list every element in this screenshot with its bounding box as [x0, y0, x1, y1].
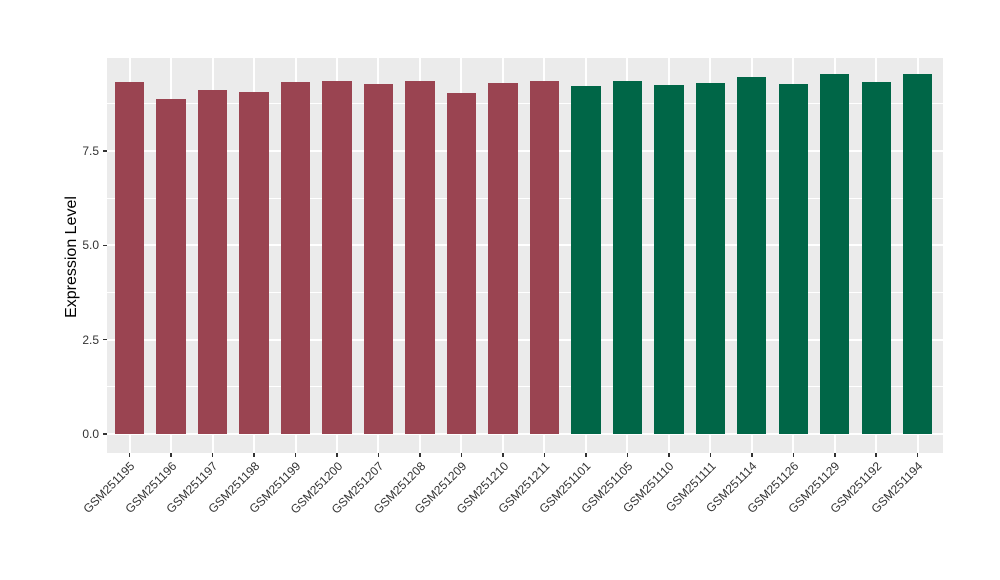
- bar-GSM251129: [820, 74, 850, 434]
- bar-GSM251194: [903, 74, 933, 434]
- x-tick-mark: [834, 453, 836, 457]
- bar-GSM251210: [488, 83, 518, 434]
- bar-GSM251111: [695, 83, 725, 434]
- y-tick-mark: [103, 433, 107, 435]
- bar-GSM251114: [737, 76, 767, 434]
- x-tick-mark: [792, 453, 795, 457]
- bar-GSM251197: [197, 89, 228, 434]
- x-tick-mark: [751, 453, 753, 457]
- bar-GSM251211: [529, 80, 560, 434]
- bar-GSM251110: [654, 85, 684, 434]
- bar-GSM251105: [612, 80, 643, 434]
- y-tick-label: 5.0: [82, 238, 99, 253]
- x-tick-mark: [502, 453, 504, 457]
- bar-GSM251199: [280, 82, 311, 434]
- minor-gridline: [107, 292, 943, 294]
- x-tick-mark: [543, 453, 546, 457]
- x-tick-mark: [377, 453, 380, 457]
- major-gridline: [107, 244, 943, 247]
- x-tick-mark: [668, 453, 670, 457]
- y-tick-label: 7.5: [82, 144, 99, 159]
- bar-GSM251207: [363, 84, 394, 434]
- plot-panel: [107, 58, 943, 453]
- y-tick-label: 2.5: [82, 332, 99, 347]
- major-gridline: [107, 150, 943, 153]
- x-tick-mark: [875, 453, 877, 457]
- y-tick-mark: [103, 150, 107, 152]
- minor-gridline: [107, 103, 943, 105]
- bar-GSM251200: [322, 80, 352, 434]
- major-gridline: [107, 433, 943, 435]
- x-tick-mark: [211, 453, 214, 457]
- x-tick-mark: [916, 453, 919, 457]
- x-tick-mark: [294, 453, 297, 457]
- bar-GSM251209: [446, 93, 477, 434]
- x-tick-mark: [253, 453, 255, 457]
- bar-GSM251192: [861, 81, 891, 434]
- y-tick-label: 0.0: [82, 427, 99, 441]
- y-tick-mark: [103, 244, 107, 247]
- minor-gridline: [107, 386, 943, 388]
- bar-GSM251208: [405, 80, 435, 434]
- minor-gridline: [107, 197, 943, 199]
- x-tick-mark: [585, 453, 587, 457]
- bar-GSM251101: [571, 85, 601, 434]
- x-tick-mark: [419, 453, 421, 457]
- major-gridline: [107, 338, 943, 341]
- x-tick-mark: [626, 453, 629, 457]
- y-tick-mark: [103, 338, 107, 341]
- x-tick-mark: [128, 453, 131, 457]
- bar-GSM251196: [156, 98, 186, 434]
- x-tick-mark: [336, 453, 338, 457]
- x-tick-mark: [170, 453, 172, 457]
- x-tick-mark: [709, 453, 712, 457]
- x-tick-mark: [460, 453, 463, 457]
- bar-GSM251195: [114, 82, 145, 434]
- bar-GSM251126: [778, 83, 808, 434]
- bar-GSM251198: [239, 91, 269, 434]
